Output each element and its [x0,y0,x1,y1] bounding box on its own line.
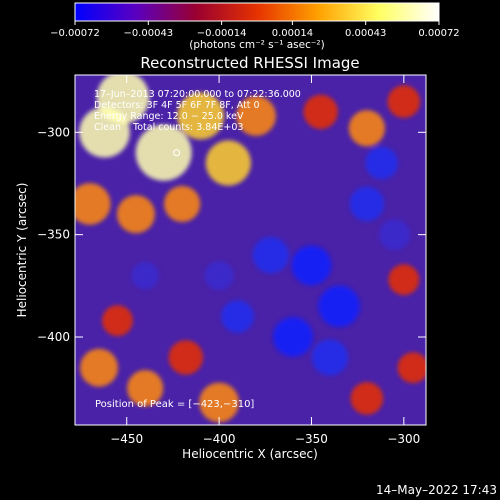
colorbar-tick-label: −0.00072 [50,28,100,39]
heatmap-blob [116,195,155,234]
y-tick-label: −400 [37,330,70,344]
chart-title: Reconstructed RHESSI Image [140,54,359,72]
colorbar-tick-label: 0.00072 [418,28,459,39]
heatmap-blob [365,146,398,180]
colorbar-frame [74,2,440,22]
heatmap-blob [205,140,251,186]
annotation-time-range: 17–Jun–2013 07:20:00.000 to 07:22:36.000 [94,89,301,100]
heatmap-blob [168,340,204,375]
y-tick-label: −300 [37,125,70,139]
heatmap-blob [236,96,276,136]
heatmap-blob [273,317,313,357]
heatmap-blob [311,339,349,376]
footer-timestamp: 14–May–2022 17:43 [376,483,497,497]
x-tick-label: −300 [387,432,420,446]
colorbar-ticks: −0.00072 −0.00043 −0.00014 0.00014 0.00043 0.… [50,21,460,39]
plot-frame [74,74,427,426]
heatmap-blob [387,85,421,118]
heatmap-blob [221,300,254,333]
heatmap-blob [303,94,338,130]
heatmap-blob [164,185,201,223]
heatmap-blob [102,305,133,337]
heatmap-blob [379,219,410,251]
heatmap-blob [318,285,360,328]
annotation-block: 17–Jun–2013 07:20:00.000 to 07:22:36.000… [94,89,301,133]
heatmap-blob [79,107,130,158]
heatmap-blob [80,348,119,387]
heatmap-blob [252,237,289,274]
heatmap-blob [388,264,420,296]
colorbar-unit-label: (photons cm⁻² s⁻¹ asec⁻²) [189,39,324,51]
heatmap-blob [75,183,111,225]
colorbar: −0.00072 −0.00043 −0.00014 0.00014 0.00043 0.… [50,2,460,51]
colorbar-tick-label: −0.00014 [197,28,247,39]
x-tick-label: −450 [110,432,143,446]
colorbar-tick-label: −0.00043 [123,28,173,39]
heatmap-blobs [75,75,426,423]
x-axis-label: Heliocentric X (arcsec) [182,447,318,461]
colorbar-gradient [75,3,439,21]
colorbar-tick-label: 0.00014 [272,28,313,39]
x-tick-label: −400 [203,432,236,446]
peak-position-label: Position of Peak = [−423,−310] [95,399,254,410]
plot-area: −450 −400 −350 −300 −300 −350 −400 [37,74,427,446]
annotation-total-counts: Clean Total counts: 3.84E+03 [94,122,243,133]
x-ticks: −450 −400 −350 −300 [110,75,420,446]
x-tick-label: −350 [295,432,328,446]
heatmap-blob [199,382,239,423]
heatmap-blob [397,352,426,384]
heatmap-blob [348,110,385,147]
y-tick-label: −350 [37,228,70,242]
annotation-energy-range: Energy Range: 12.0 − 25.0 keV [94,111,244,122]
heatmap-blob [204,261,234,291]
heatmap-blob [127,370,164,407]
heatmap-blob [131,261,159,290]
y-axis-label: Heliocentric Y (arcsec) [15,183,29,318]
colorbar-tick-label: 0.00043 [345,28,386,39]
peak-marker [173,149,181,157]
heatmap-blob [177,92,225,140]
heatmap-blob [350,382,384,415]
heatmap-blob [135,124,192,181]
heatmap-blob [349,186,385,222]
heatmap-blob [291,245,332,286]
y-ticks: −300 −350 −400 [37,125,426,344]
annotation-detectors: Detectors: 3F 4F 5F 6F 7F 8F, Att 0 [94,100,260,111]
